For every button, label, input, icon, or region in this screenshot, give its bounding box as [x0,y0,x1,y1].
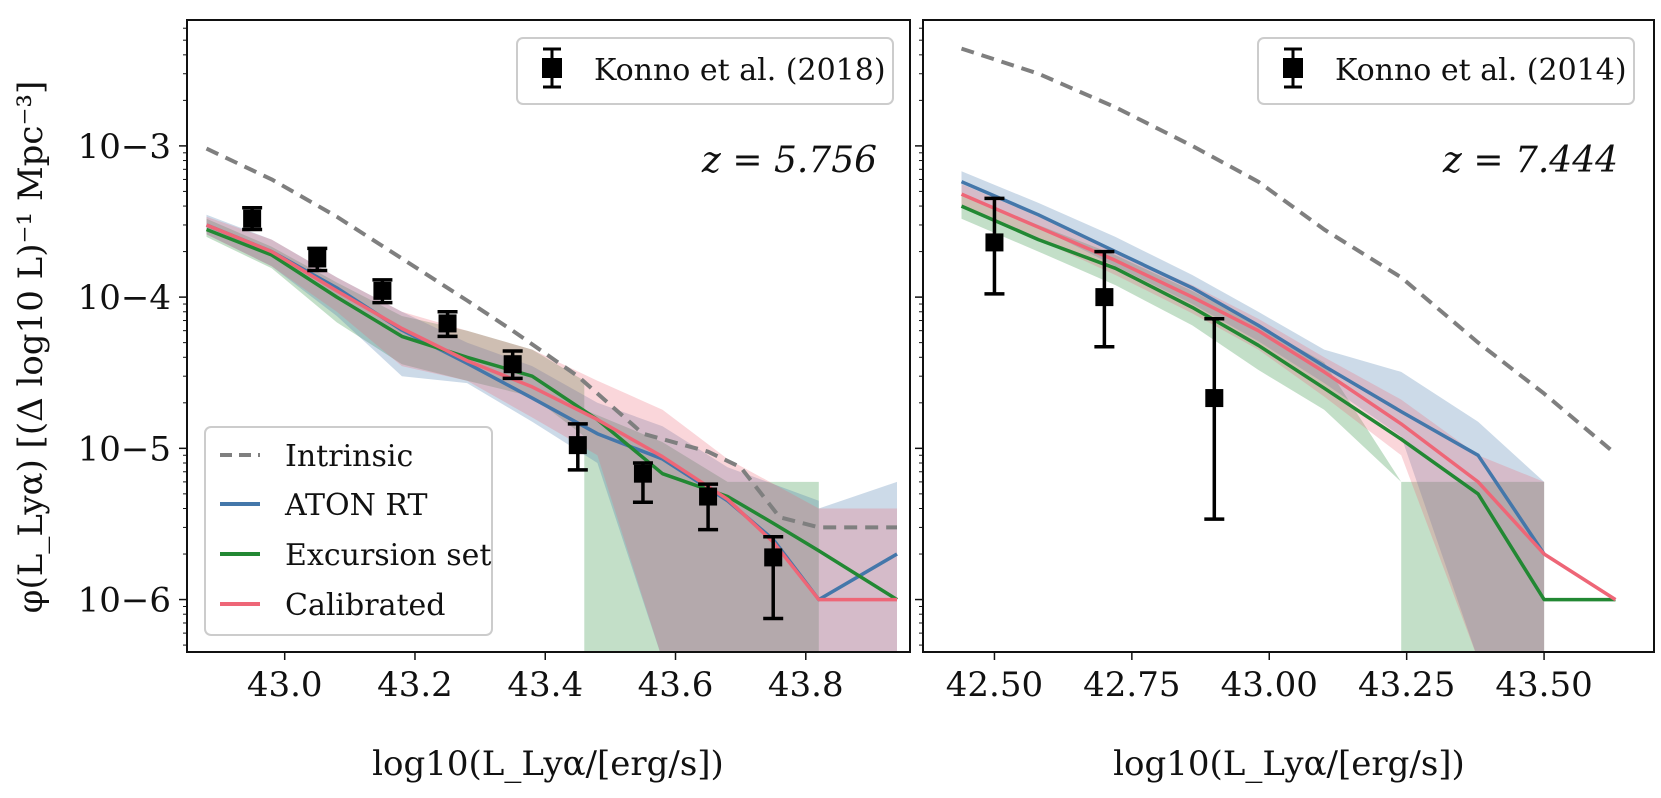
x-tick-label: 43.6 [638,665,714,705]
plot-area [960,46,1617,652]
data-point-marker [438,314,457,333]
x-tick-label: 43.25 [1358,665,1455,705]
panel-right: 42.50 42.75 43.00 43.25 43.50 [915,19,1655,705]
series-line-intrinsic [960,46,1617,456]
legend-label-observed-right: Konno et al. (2014) [1335,53,1627,88]
legend-series: Intrinsic ATON RT Excursion set Calibrat… [204,426,493,636]
y-axis-label: φ(L_Lyα) [(Δ log10 L)⁻¹ Mpc⁻³] [11,81,51,614]
legend-label-intrinsic: Intrinsic [285,439,413,474]
y-tick-label: 10−4 [78,278,171,318]
panel-left: 43.0 43.2 43.4 43.6 43.8 10−6 10−5 10−4 10−3 [78,19,911,705]
band-excursion [961,194,1545,652]
data-point-marker [633,464,652,483]
legend-label-calibrated: Calibrated [285,588,445,623]
y-tick-label: 10−3 [78,127,171,167]
x-tick-label: 43.4 [507,665,583,705]
series-line-excursion [205,227,898,602]
x-axis-label-right: log10(L_Lyα/[erg/s]) [1113,744,1465,784]
series-line-excursion [960,204,1616,602]
band-calibrated [206,216,897,652]
data-point-marker [568,436,587,455]
legend-box [1257,37,1635,105]
x-tick-label: 43.0 [247,665,323,705]
series-line-intrinsic [205,146,897,530]
data-point-marker [243,209,262,228]
legend-label-excursion: Excursion set [285,538,491,573]
panel-frame [922,19,1655,653]
data-point-marker [1205,389,1224,408]
data-point-marker [373,281,392,300]
x-tick-label: 43.8 [768,665,844,705]
x-tick-label: 42.50 [946,665,1043,705]
y-tick-label: 10−6 [78,581,171,621]
x-tick-label: 43.50 [1495,665,1592,705]
x-tick-label: 43.2 [377,665,453,705]
legend-observed-right: Konno et al. (2014) [1257,37,1635,105]
redshift-annotation-left: z = 5.756 [701,140,877,181]
legend-box [516,37,894,105]
data-point-marker [1095,288,1114,307]
redshift-annotation-right: z = 7.444 [1442,140,1618,181]
y-tick-label: 10−5 [78,429,171,469]
band-aton [961,171,1545,652]
data-point-marker [308,249,327,268]
data-point-marker [699,487,718,506]
x-axis-label-left: log10(L_Lyα/[erg/s]) [372,744,724,784]
data-point-marker [764,548,783,567]
legend-square-marker-icon [542,58,562,78]
legend-observed-left: Konno et al. (2018) [516,37,894,105]
band-excursion [206,218,819,652]
legend-box [204,426,493,636]
data-point-marker [985,233,1004,252]
series-line-aton [960,180,1546,555]
panel-frame [186,19,911,653]
legend-label-aton: ATON RT [284,488,428,523]
series-line-calibrated [960,192,1617,602]
data-point-marker [503,355,522,374]
legend-label-observed-left: Konno et al. (2018) [594,53,886,88]
legend-square-marker-icon [1283,58,1303,78]
plot-area [205,146,898,652]
x-tick-label: 42.75 [1083,665,1180,705]
x-tick-label: 43.00 [1221,665,1318,705]
